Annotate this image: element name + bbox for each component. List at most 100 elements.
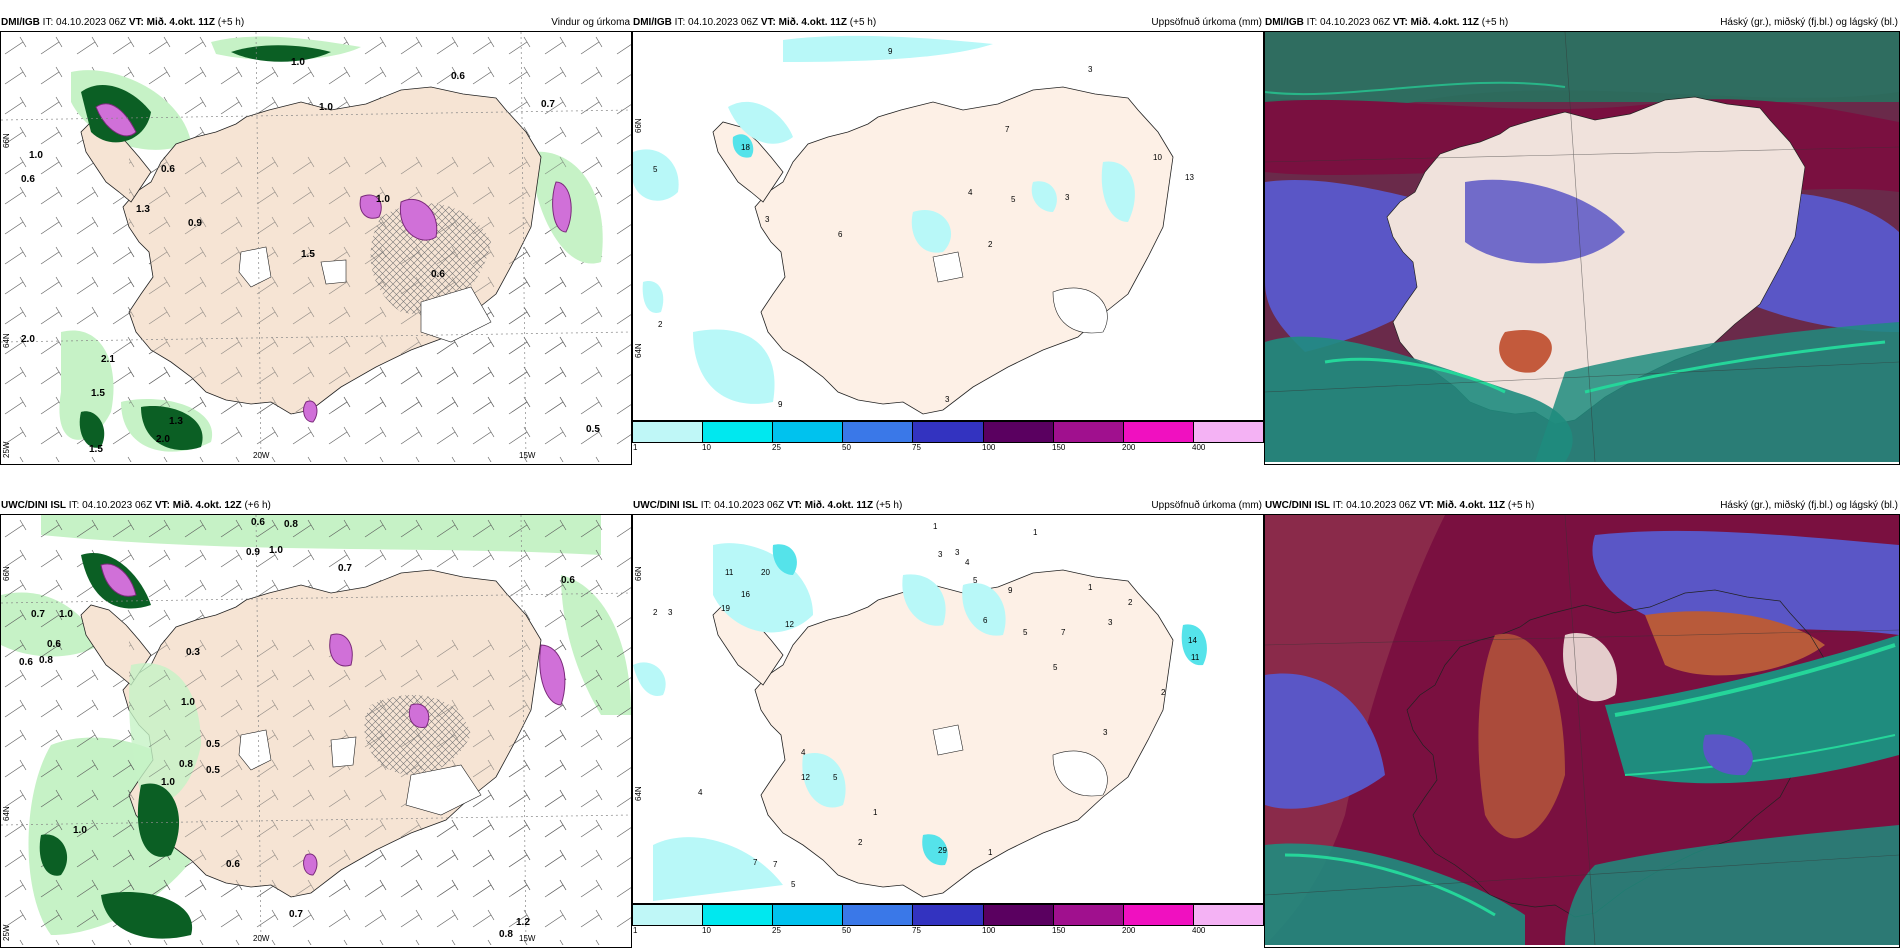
accum-value: 2 [658,320,663,329]
accum-value: 18 [741,143,750,152]
accum-value: 9 [1008,586,1013,595]
accum-value: 1 [1033,528,1038,537]
map-area[interactable]: 9 3 5 18 2 3 6 4 5 3 7 10 13 9 2 3 66N 6… [632,31,1264,421]
precip-value: 0.8 [39,655,53,666]
lead-time: (+5 h) [1481,17,1509,28]
accum-value: 20 [761,568,770,577]
map-area[interactable]: 66N 64N 25W 20W 15W 0.6 0.8 0.9 1.0 0.7 … [0,514,632,948]
valid-time: Mið. 4.okt. 12Z [172,500,242,511]
precip-value: 0.6 [451,71,465,82]
map-area[interactable] [1264,514,1900,948]
colorbar-label: 25 [772,926,781,935]
colorbar-label: 25 [772,443,781,452]
precip-value: 0.5 [206,765,220,776]
init-time: 04.10.2023 06Z [688,17,759,28]
precip-value: 0.7 [289,909,303,920]
panel-header: DMI/IGB IT: 04.10.2023 06Z VT: Mið. 4.ok… [632,14,1264,31]
colorbar [632,421,1264,443]
accum-value: 1 [933,522,938,531]
precip-value: 0.9 [246,547,260,558]
lead-time: (+6 h) [244,500,271,511]
accum-value: 1 [988,848,993,857]
accum-value: 3 [1103,728,1108,737]
precip-value: 0.6 [226,859,240,870]
accum-value: 3 [1108,618,1113,627]
colorbar-swatch [1193,905,1263,925]
accum-value: 5 [653,165,658,174]
accum-value: 19 [721,604,730,613]
map-area[interactable] [1264,31,1900,465]
map-area[interactable]: 66N 64N 25W 20W 15W 0.6 1.0 0.6 1.0 0.7 … [0,31,632,465]
accum-value: 3 [945,395,950,404]
precip-value: 0.6 [561,575,575,586]
colorbar-label: 150 [1052,926,1066,935]
colorbar-swatch [1123,422,1194,442]
model-name: UWC/DINI ISL [1,500,66,511]
panel-accum-precip-dmi: DMI/IGB IT: 04.10.2023 06Z VT: Mið. 4.ok… [632,14,1264,463]
colorbar-label: 50 [842,443,851,452]
valid-time: Mið. 4.okt. 11Z [1410,17,1479,28]
lon-label: 20W [253,934,270,943]
accum-value: 1 [873,808,878,817]
valid-time: Mið. 4.okt. 11Z [1436,500,1506,511]
colorbar [632,904,1264,926]
accum-value: 11 [725,568,734,577]
lat-label: 66N [2,133,11,148]
accum-value: 9 [888,47,893,56]
accum-value: 12 [801,773,810,782]
colorbar-label: 1 [633,926,638,935]
precip-value: 0.5 [206,739,220,750]
colorbar-label: 75 [912,926,921,935]
panel-header: UWC/DINI ISL IT: 04.10.2023 06Z VT: Mið.… [632,497,1264,514]
init-time: 04.10.2023 06Z [714,500,785,511]
precip-value: 0.8 [499,929,513,940]
colorbar-swatch [773,905,844,925]
colorbar-label: 100 [982,443,996,452]
init-time: 04.10.2023 06Z [82,500,153,511]
colorbar-swatch [633,905,704,925]
precip-value: 0.6 [47,639,61,650]
panel-clouds-dini: UWC/DINI ISL IT: 04.10.2023 06Z VT: Mið.… [1264,497,1900,948]
colorbar-swatch [1193,422,1263,442]
colorbar-swatch [1053,422,1124,442]
accum-value: 3 [1088,65,1093,74]
precip-value: 0.7 [541,99,555,110]
colorbar-label: 50 [842,926,851,935]
precip-value: 1.0 [291,57,305,68]
precip-value: 0.6 [161,164,175,175]
colorbar-label: 400 [1192,926,1206,935]
valid-time: Mið. 4.okt. 11Z [804,500,874,511]
precip-value: 0.6 [431,269,445,280]
precip-value: 0.7 [338,563,352,574]
precip-value: 1.0 [376,194,390,205]
precip-value: 1.5 [89,444,103,455]
lat-label: 64N [2,333,11,348]
lead-time: (+5 h) [875,500,903,511]
accum-value: 14 [1188,636,1197,645]
lon-label: 15W [519,934,536,943]
accum-value: 2 [858,838,863,847]
colorbar-label: 10 [702,926,711,935]
valid-time: Mið. 4.okt. 11Z [146,17,215,28]
precip-value: 0.8 [179,759,193,770]
init-time: 04.10.2023 06Z [1346,500,1417,511]
colorbar-label: 200 [1122,926,1136,935]
model-name: UWC/DINI ISL [1265,500,1330,511]
precip-value: 2.0 [21,334,35,345]
colorbar-label: 200 [1122,443,1136,452]
accum-value: 3 [955,548,960,557]
precip-value: 0.6 [19,657,33,668]
colorbar-swatch [913,905,984,925]
colorbar-swatch [1053,905,1124,925]
accum-value: 5 [791,880,796,889]
lon-label: 20W [253,451,270,460]
lon-label: 15W [519,451,536,460]
accum-value: 12 [785,620,794,629]
colorbar-label: 75 [912,443,921,452]
colorbar-label: 150 [1052,443,1066,452]
accum-value: 5 [1011,195,1016,204]
precip-value: 1.0 [29,150,43,161]
accum-value: 16 [741,590,750,599]
colorbar-swatch [1123,905,1194,925]
map-area[interactable]: 1 1 3 3 4 11 20 16 19 12 2 3 5 6 9 5 7 3… [632,514,1264,904]
